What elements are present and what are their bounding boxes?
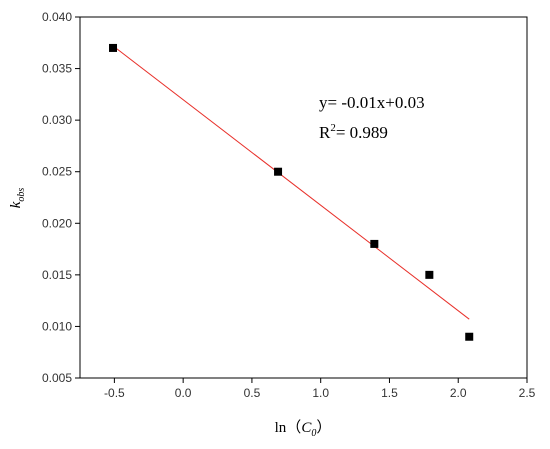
y-title-var: k xyxy=(8,201,24,208)
r-rest: = 0.989 xyxy=(336,123,388,142)
equation: y= -0.01x+0.03 xyxy=(319,93,425,112)
y-title-sub: obs xyxy=(16,188,27,202)
y-tick-label: 0.035 xyxy=(42,62,72,76)
x-tick-label: 1.5 xyxy=(381,386,398,400)
x-title-sub: 0 xyxy=(311,428,316,439)
point xyxy=(274,167,283,176)
y-tick-label: 0.040 xyxy=(42,10,72,24)
x-title-suffix: ） xyxy=(316,419,331,436)
x-title-prefix: ln（ xyxy=(275,419,302,436)
y-tick-label: 0.030 xyxy=(42,113,72,127)
point xyxy=(370,239,379,248)
point xyxy=(425,270,434,279)
y-tick-label: 0.025 xyxy=(42,165,72,179)
point xyxy=(109,43,118,52)
point xyxy=(465,332,474,341)
y-tick-label: 0.015 xyxy=(42,268,72,282)
x-tick-label: -0.5 xyxy=(104,386,125,400)
y-tick-label: 0.005 xyxy=(42,371,72,385)
plot-frame xyxy=(79,16,528,379)
y-tick-label: 0.020 xyxy=(42,216,72,230)
y-axis-title: kobs xyxy=(8,188,27,209)
x-tick-label: 0.5 xyxy=(244,386,261,400)
x-axis-title: ln（C0） xyxy=(275,419,332,439)
r-squared: R2= 0.989 xyxy=(319,122,388,142)
x-tick-label: 0.0 xyxy=(175,386,192,400)
r-base: R xyxy=(319,123,331,142)
x-tick-label: 2.0 xyxy=(450,386,467,400)
x-title-var: C xyxy=(301,420,312,436)
x-tick-label: 1.0 xyxy=(312,386,329,400)
r-sup: 2 xyxy=(330,122,336,134)
x-tick-label: 2.5 xyxy=(519,386,536,400)
fit-line xyxy=(112,45,470,320)
y-tick-label: 0.010 xyxy=(42,319,72,333)
